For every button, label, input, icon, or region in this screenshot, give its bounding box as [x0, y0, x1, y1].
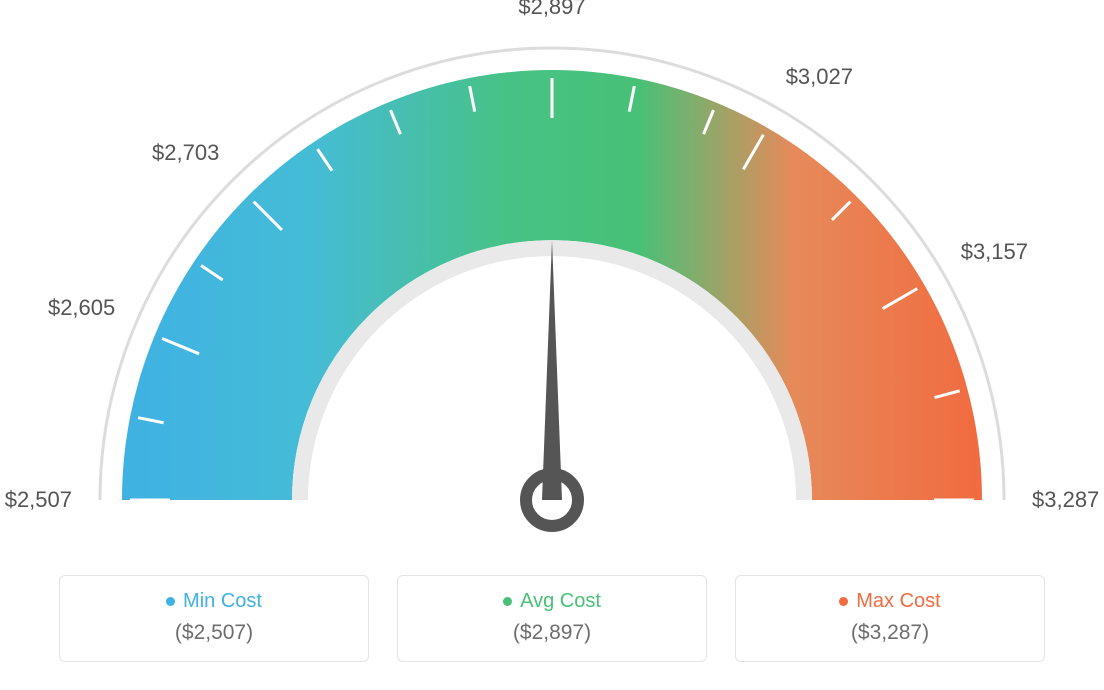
- gauge-tick-label: $3,157: [961, 239, 1028, 265]
- max-cost-title-text: Max Cost: [856, 590, 940, 613]
- max-cost-value: ($3,287): [754, 621, 1026, 645]
- gauge-tick-label: $2,507: [5, 487, 72, 513]
- avg-cost-card: Avg Cost ($2,897): [397, 575, 707, 662]
- min-cost-title-text: Min Cost: [183, 590, 262, 613]
- gauge-chart: [72, 30, 1032, 550]
- avg-cost-value: ($2,897): [416, 621, 688, 645]
- min-dot-icon: [166, 597, 175, 606]
- min-cost-value: ($2,507): [78, 621, 350, 645]
- min-cost-card: Min Cost ($2,507): [59, 575, 369, 662]
- summary-cards: Min Cost ($2,507) Avg Cost ($2,897) Max …: [59, 575, 1045, 662]
- gauge-tick-label: $3,287: [1032, 487, 1099, 513]
- avg-cost-title: Avg Cost: [503, 590, 601, 613]
- gauge-tick-label: $2,605: [48, 295, 115, 321]
- gauge-tick-label: $2,703: [152, 140, 219, 166]
- gauge-container: $2,507$2,605$2,703$2,897$3,027$3,157$3,2…: [72, 30, 1032, 530]
- gauge-tick-label: $2,897: [518, 0, 585, 20]
- max-cost-card: Max Cost ($3,287): [735, 575, 1045, 662]
- max-dot-icon: [839, 597, 848, 606]
- avg-cost-title-text: Avg Cost: [520, 590, 601, 613]
- gauge-tick-label: $3,027: [786, 64, 853, 90]
- min-cost-title: Min Cost: [166, 590, 262, 613]
- avg-dot-icon: [503, 597, 512, 606]
- max-cost-title: Max Cost: [839, 590, 940, 613]
